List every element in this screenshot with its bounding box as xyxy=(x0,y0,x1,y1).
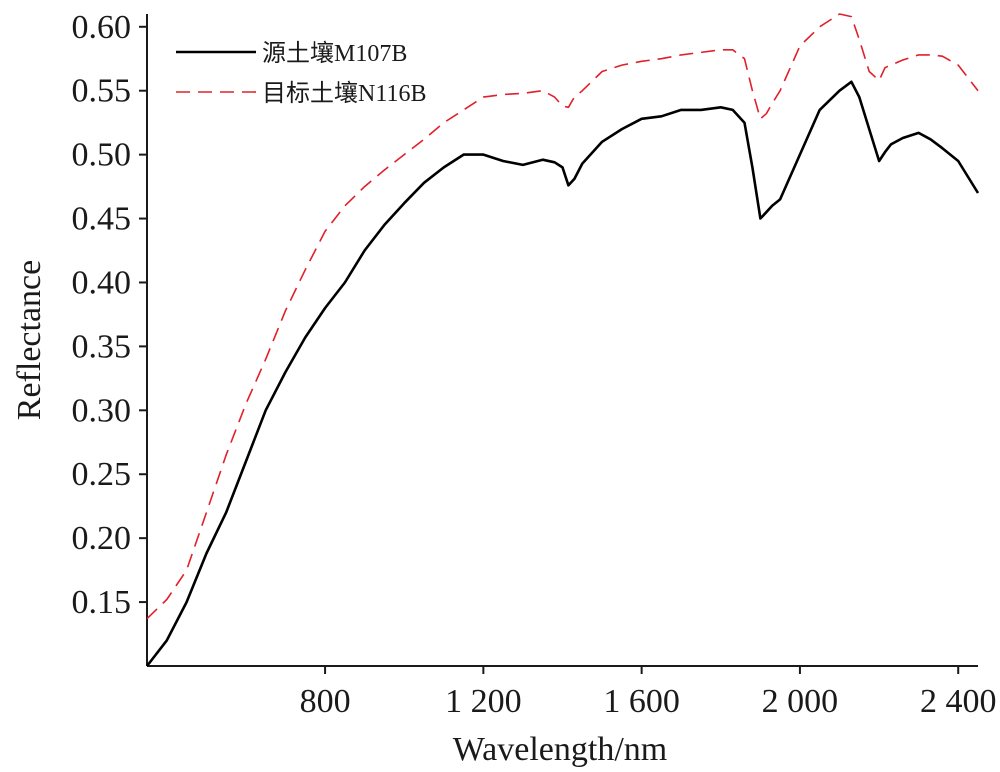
x-tick-label: 800 xyxy=(300,683,351,720)
x-tick-label: 2 400 xyxy=(920,683,997,720)
y-tick-label: 0.45 xyxy=(72,201,132,238)
y-tick-label: 0.25 xyxy=(72,456,132,493)
legend-label-1: 源土壤M107B xyxy=(262,40,407,67)
plot-lines xyxy=(145,13,980,667)
x-ticks: 800 1 200 1 600 2 000 2 400 xyxy=(300,666,997,720)
y-tick-label: 0.60 xyxy=(72,9,132,46)
x-axis-title: Wavelength/nm xyxy=(453,731,667,768)
y-tick-label: 0.20 xyxy=(72,520,132,557)
y-tick-label: 0.15 xyxy=(72,584,132,621)
x-tick-label: 1 600 xyxy=(603,683,680,720)
legend-label-2: 目标土壤N116B xyxy=(262,80,426,107)
y-tick-label: 0.50 xyxy=(72,137,132,174)
x-tick-label: 1 200 xyxy=(445,683,522,720)
series-line-2 xyxy=(146,13,979,620)
y-axis-title: Reflectance xyxy=(11,260,48,420)
y-tick-label: 0.35 xyxy=(72,328,132,365)
y-tick-label: 0.55 xyxy=(72,73,132,110)
y-tick-label: 0.30 xyxy=(72,392,132,429)
y-ticks: 0.15 0.20 0.25 0.30 0.35 0.40 0.45 0.50 0.55 0.60 xyxy=(72,9,147,621)
legend: 源土壤M107B 目标土壤N116B xyxy=(176,40,426,107)
x-tick-label: 2 000 xyxy=(762,683,839,720)
series-line-1 xyxy=(145,80,980,667)
y-tick-label: 0.40 xyxy=(72,264,132,301)
